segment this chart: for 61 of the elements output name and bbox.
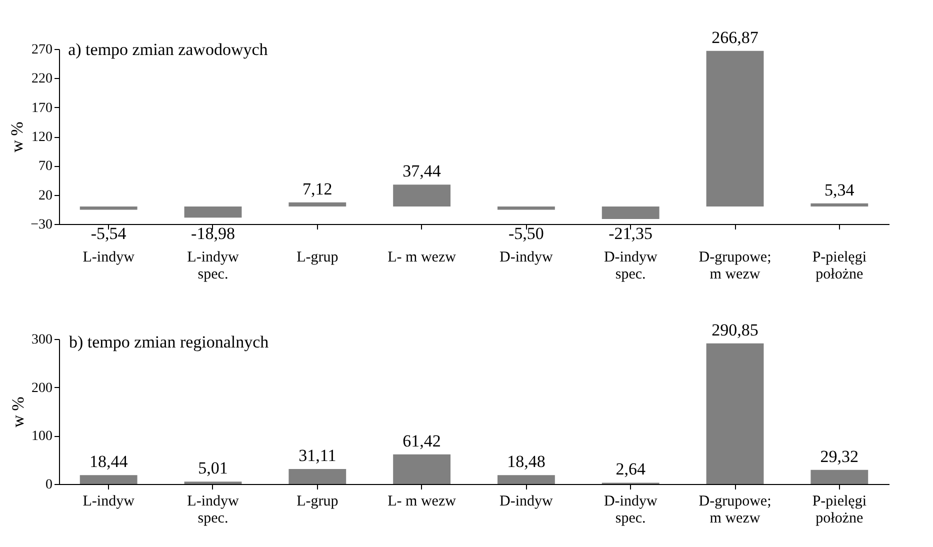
data-label: 31,11 [298, 446, 336, 465]
x-tick-label: L- m wezw [388, 494, 456, 510]
x-tick-label: D-grupowe; m wezw [698, 494, 772, 526]
data-label: 5,34 [824, 180, 855, 200]
data-label: 18,48 [507, 452, 546, 472]
y-tick-label: 300 [32, 332, 52, 348]
y-axis-title: w % [8, 122, 27, 152]
x-tick-label: D-grupowe; m wezw [698, 250, 772, 282]
y-tick-label: 170 [32, 100, 52, 116]
bar [80, 475, 138, 484]
y-tick-label: 200 [32, 380, 52, 396]
bar [393, 184, 451, 206]
bar [497, 206, 555, 210]
y-tick-label: 120 [32, 130, 52, 145]
x-tick-label: D-indyw [500, 250, 554, 266]
chart-title: a) tempo zmian zawodowych [68, 40, 268, 59]
bar [288, 468, 346, 484]
data-label: -5,50 [508, 224, 544, 243]
x-tick-label: P-pielęgi położne [812, 250, 866, 282]
y-tick-label: 70 [38, 159, 52, 174]
bar [810, 470, 868, 484]
y-tick-label: 0 [46, 478, 52, 492]
data-label: -21,35 [608, 224, 653, 243]
data-label: 29,32 [820, 446, 859, 466]
bar [602, 206, 660, 219]
x-tick-label: L-indyw spec. [187, 250, 239, 282]
y-axis-title: w % [8, 396, 28, 428]
x-tick-label: L-grup [296, 250, 338, 266]
x-tick-label: L-grup [296, 494, 338, 510]
bar [288, 202, 346, 206]
y-tick-label: 20 [38, 188, 52, 204]
y-tick-label: −30 [30, 218, 52, 232]
data-label: 61,42 [402, 431, 441, 450]
x-tick-label: D-indyw [500, 494, 554, 510]
data-label: -5,54 [90, 224, 127, 243]
data-label: 37,44 [402, 162, 442, 181]
x-tick-label: P-pielęgi położne [812, 494, 866, 526]
bar [497, 475, 555, 484]
bar [393, 454, 451, 484]
bar [184, 206, 242, 218]
x-tick-label: L-indyw spec. [187, 494, 239, 526]
data-label: 290,85 [712, 320, 758, 340]
bar [80, 206, 138, 210]
data-label: 2,64 [616, 460, 646, 479]
y-tick-label: 270 [32, 42, 52, 58]
y-tick-label: 100 [32, 429, 52, 444]
data-label: -18,98 [191, 224, 235, 243]
x-tick-label: L-indyw [82, 250, 135, 266]
x-tick-label: D-indyw spec. [604, 250, 658, 282]
data-label: 266,87 [712, 28, 759, 47]
bar [706, 343, 764, 484]
data-label: 18,44 [89, 452, 128, 472]
bar [706, 50, 764, 206]
chart-title: b) tempo zmian regionalnych [69, 332, 270, 352]
x-tick-label: D-indyw spec. [604, 494, 658, 526]
data-label: 5,01 [198, 458, 228, 478]
x-tick-label: L- m wezw [388, 250, 456, 266]
bar [810, 203, 868, 206]
x-tick-label: L-indyw [82, 494, 135, 510]
data-label: 7,12 [302, 179, 332, 198]
y-tick-label: 220 [32, 72, 52, 87]
